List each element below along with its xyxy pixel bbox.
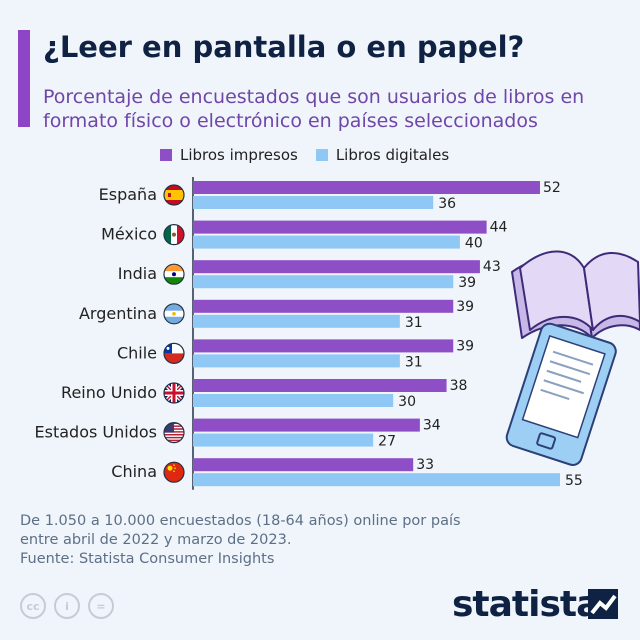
mexico-flag-icon-border: [163, 224, 185, 246]
value-label-digital-espana: 36: [438, 196, 456, 212]
uk-flag-icon: [163, 382, 185, 404]
china-flag-icon: [163, 461, 185, 483]
mexico-flag-icon: [163, 224, 185, 246]
value-label-print-india: 43: [483, 259, 501, 275]
ereader-illustration: [505, 322, 617, 466]
value-label-digital-argentina: 31: [405, 315, 423, 331]
usa-flag-icon: [163, 422, 185, 444]
legend-swatch-print: [160, 149, 172, 161]
category-label-india: India: [118, 264, 157, 283]
category-label-mexico: México: [101, 225, 157, 244]
category-label-chile: Chile: [117, 343, 157, 362]
value-label-print-reino-unido: 38: [450, 378, 468, 394]
chart-subtitle: Porcentaje de encuestados que son usuari…: [43, 85, 633, 133]
bar-print-china: [193, 458, 414, 472]
category-label-reino-unido: Reino Unido: [61, 383, 157, 402]
legend-item-digital: Libros digitales: [315, 146, 450, 164]
bar-digital-argentina: [193, 314, 400, 328]
value-label-print-mexico: 44: [490, 220, 508, 236]
statista-logo-icon[interactable]: [588, 589, 618, 619]
footnote-source: Fuente: Statista Consumer Insights: [20, 551, 275, 567]
value-label-digital-mexico: 40: [465, 236, 483, 252]
no-derivatives-icon[interactable]: =: [88, 593, 114, 619]
bar-print-india: [193, 260, 480, 274]
statista-logo-text[interactable]: statista: [452, 584, 600, 625]
title-accent-bar: [18, 30, 30, 127]
value-label-digital-china: 55: [565, 473, 583, 489]
bar-print-estados-unidos: [193, 418, 420, 432]
chile-flag-icon: [163, 342, 185, 364]
category-label-espana: España: [99, 185, 157, 204]
value-label-print-espana: 52: [543, 180, 561, 196]
argentina-flag-icon-border: [163, 303, 185, 325]
attribution-icon[interactable]: i: [54, 593, 80, 619]
bar-digital-reino-unido: [193, 394, 394, 407]
subtitle-line-1: Porcentaje de encuestados que son usuari…: [43, 86, 585, 108]
bar-print-chile: [193, 339, 454, 353]
bar-print-reino-unido: [193, 379, 447, 392]
chile-flag-icon-border: [163, 342, 185, 364]
legend-swatch-digital: [315, 149, 328, 161]
value-label-print-chile: 39: [456, 338, 474, 354]
category-label-argentina: Argentina: [79, 304, 157, 323]
bar-chart: 52 36 España 44 40 México 43 39 India 39 31 Argenti…: [35, 177, 640, 490]
bar-digital-mexico: [193, 235, 460, 249]
bar-digital-estados-unidos: [193, 433, 374, 447]
value-label-digital-india: 39: [458, 275, 476, 291]
value-label-digital-chile: 31: [405, 354, 423, 370]
value-label-digital-reino-unido: 30: [398, 394, 416, 410]
value-label-print-argentina: 39: [456, 299, 474, 315]
bar-digital-china: [193, 473, 560, 487]
bar-print-mexico: [193, 220, 487, 234]
india-flag-icon: [163, 263, 185, 285]
chart-legend: Libros impresos Libros digitales: [160, 146, 467, 164]
bar-digital-espana: [193, 196, 434, 209]
argentina-flag-icon: [163, 303, 185, 325]
footnote: De 1.050 a 10.000 encuestados (18-64 año…: [20, 512, 500, 569]
chart-title: ¿Leer en pantalla o en papel?: [43, 30, 525, 64]
bar-digital-chile: [193, 354, 400, 368]
subtitle-line-2: formato físico o electrónico en países s…: [43, 110, 538, 132]
legend-label-digital: Libros digitales: [335, 146, 450, 164]
category-label-china: China: [111, 462, 157, 481]
spain-flag-icon-border: [163, 184, 185, 206]
bar-digital-india: [193, 275, 454, 289]
open-book-illustration: [511, 250, 640, 339]
uk-flag-icon-border: [163, 382, 185, 404]
license-icons: cc i =: [20, 593, 122, 619]
legend-item-print: Libros impresos: [160, 146, 298, 164]
creative-commons-icon[interactable]: cc: [20, 593, 46, 619]
china-flag-icon-border: [163, 461, 185, 483]
legend-label-print: Libros impresos: [180, 146, 298, 164]
footnote-line-1: De 1.050 a 10.000 encuestados (18-64 año…: [20, 513, 461, 529]
bar-print-argentina: [193, 299, 454, 313]
value-label-digital-estados-unidos: 27: [378, 434, 396, 450]
india-flag-icon-border: [163, 263, 185, 285]
spain-flag-icon: [163, 184, 185, 206]
category-label-estados-unidos: Estados Unidos: [35, 423, 157, 442]
value-label-print-estados-unidos: 34: [423, 418, 441, 434]
value-label-print-china: 33: [416, 457, 434, 473]
usa-flag-icon-border: [163, 422, 185, 444]
bar-print-espana: [193, 181, 540, 194]
footnote-line-2: entre abril de 2022 y marzo de 2023.: [20, 532, 292, 548]
